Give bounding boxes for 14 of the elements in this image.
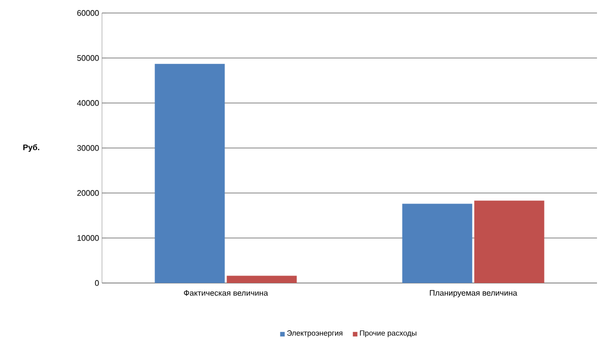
- y-tick-label: 20000: [77, 190, 99, 196]
- bar: [226, 276, 297, 283]
- y-tick-label: 60000: [77, 10, 99, 16]
- bar: [154, 64, 225, 283]
- y-tick-label: 40000: [77, 100, 99, 106]
- y-axis-title: Руб.: [23, 144, 40, 152]
- y-tick-label: 50000: [77, 55, 99, 61]
- bar: [474, 200, 544, 283]
- y-tick-label: 10000: [78, 235, 99, 241]
- x-tick-label: Фактическая величина: [184, 290, 268, 296]
- y-tick-label: 0: [95, 280, 99, 286]
- x-tick-label: Планируемая величина: [430, 290, 518, 298]
- bar: [402, 204, 472, 283]
- y-tick-label: 30000: [77, 145, 99, 151]
